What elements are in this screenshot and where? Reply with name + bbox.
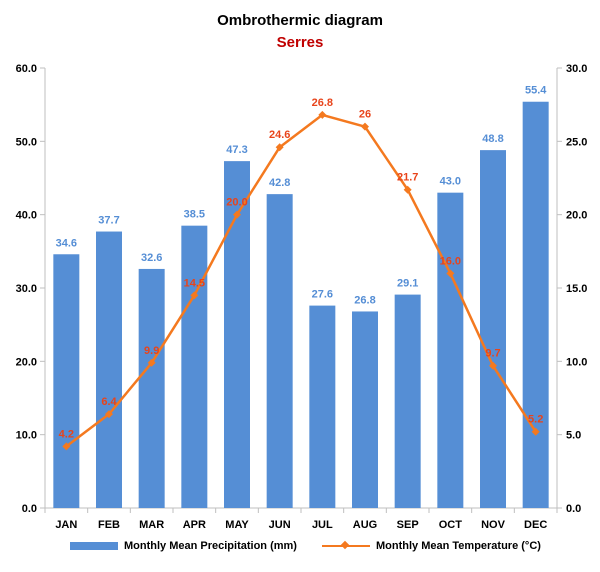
precipitation-bar-label: 48.8 <box>482 133 503 145</box>
precipitation-bar-label: 29.1 <box>397 278 418 290</box>
temperature-point-label: 4.2 <box>59 428 74 440</box>
precipitation-bar <box>522 101 549 508</box>
precipitation-bar <box>437 192 464 508</box>
precipitation-bar <box>224 161 250 508</box>
y-left-tick-label: 20.0 <box>16 356 37 368</box>
precipitation-bar <box>394 294 421 508</box>
precipitation-bar-label: 32.6 <box>141 252 162 264</box>
precipitation-bar-label: 55.4 <box>525 85 547 97</box>
x-tick-label: MAR <box>139 519 164 531</box>
temperature-point <box>361 122 369 131</box>
precipitation-bar-label: 47.3 <box>226 144 247 156</box>
x-tick-label: JAN <box>55 519 77 531</box>
x-tick-label: AUG <box>353 519 377 531</box>
precipitation-bar-label: 26.8 <box>354 294 375 306</box>
precipitation-bar-label: 42.8 <box>269 177 290 189</box>
temperature-point <box>318 110 327 119</box>
x-tick-label: JUN <box>269 519 291 531</box>
temperature-point <box>446 269 455 278</box>
temperature-point-label: 9.7 <box>485 348 500 360</box>
legend-item-precipitation: Monthly Mean Precipitation (mm) <box>70 540 297 552</box>
temperature-point-label: 14.5 <box>184 277 205 289</box>
x-tick-label: NOV <box>481 519 506 531</box>
temperature-point-label: 20.0 <box>226 197 247 209</box>
y-left-tick-label: 0.0 <box>22 503 37 515</box>
chart-title: Ombrothermic diagram <box>217 12 383 29</box>
y-right-tick-label: 30.0 <box>566 63 587 75</box>
precipitation-bar <box>309 305 336 508</box>
y-left-tick-label: 30.0 <box>16 283 37 295</box>
temperature-point-label: 5.2 <box>528 414 543 426</box>
x-tick-label: DEC <box>524 519 547 531</box>
y-right-tick-label: 20.0 <box>566 210 587 222</box>
temperature-line-group <box>62 110 540 451</box>
legend-swatch-precipitation <box>70 542 118 550</box>
precipitation-bar <box>96 231 122 509</box>
x-tick-label: APR <box>183 519 206 531</box>
precipitation-bar-label: 43.0 <box>440 176 461 188</box>
precipitation-bar-label: 37.7 <box>98 215 119 227</box>
precipitation-bar <box>480 150 506 508</box>
y-right-tick-label: 5.0 <box>566 430 581 442</box>
legend-label-precipitation: Monthly Mean Precipitation (mm) <box>124 540 297 552</box>
temperature-point <box>147 358 156 367</box>
y-left-tick-label: 60.0 <box>16 63 37 75</box>
legend-swatch-temperature <box>322 540 370 551</box>
chart-subtitle: Serres <box>276 34 324 51</box>
temperature-point <box>105 410 113 419</box>
temperature-point <box>233 210 241 219</box>
legend-item-temperature: Monthly Mean Temperature (°C) <box>322 540 541 552</box>
temperature-point <box>190 291 199 300</box>
axes-group: 0.0 10.0 20.0 30.0 40.0 50.0 60.0 0.0 5.0 10.0 15.… <box>16 63 588 531</box>
temperature-point <box>489 361 497 370</box>
temperature-point <box>62 442 71 451</box>
bars-group <box>53 101 549 509</box>
precipitation-bar-label: 34.6 <box>56 237 77 249</box>
bar-labels-group: 34.6 37.7 32.6 38.5 47.3 42.8 27.6 26.8 29.1 43.0… <box>56 85 548 307</box>
x-tick-label: JUL <box>312 519 333 531</box>
precipitation-bar <box>138 268 165 508</box>
temperature-point-label: 21.7 <box>397 172 418 184</box>
precipitation-bar-label: 27.6 <box>312 289 333 301</box>
temperature-point <box>275 143 284 152</box>
precipitation-bar <box>266 194 293 508</box>
temperature-point <box>403 185 412 194</box>
precipitation-bar <box>181 225 208 508</box>
y-right-tick-label: 15.0 <box>566 283 587 295</box>
temperature-labels-group: 4.2 6.4 9.9 14.5 20.0 24.6 26.8 26 21.7 16.0 9.7 5.… <box>59 97 544 440</box>
temperature-point <box>531 427 540 436</box>
temperature-point-label: 26.8 <box>312 97 333 109</box>
precipitation-bar <box>352 311 378 508</box>
legend: Monthly Mean Precipitation (mm) Monthly … <box>0 540 600 564</box>
y-left-tick-label: 50.0 <box>16 136 37 148</box>
temperature-point-label: 26 <box>359 109 371 121</box>
x-tick-label: MAY <box>225 519 249 531</box>
y-right-tick-label: 0.0 <box>566 503 581 515</box>
x-tick-label: SEP <box>397 519 419 531</box>
temperature-line <box>65 113 537 448</box>
y-left-tick-label: 10.0 <box>16 430 37 442</box>
x-tick-label: OCT <box>439 519 463 531</box>
precipitation-bar-label: 38.5 <box>184 209 205 221</box>
y-right-tick-label: 25.0 <box>566 136 587 148</box>
temperature-point-label: 9.9 <box>144 345 159 357</box>
precipitation-bar <box>53 254 80 508</box>
temperature-point-label: 6.4 <box>101 396 117 408</box>
legend-label-temperature: Monthly Mean Temperature (°C) <box>376 540 541 552</box>
y-right-tick-label: 10.0 <box>566 356 587 368</box>
temperature-point-label: 24.6 <box>269 129 290 141</box>
y-left-tick-label: 40.0 <box>16 210 37 222</box>
temperature-point-label: 16.0 <box>440 255 461 267</box>
x-tick-label: FEB <box>98 519 120 531</box>
